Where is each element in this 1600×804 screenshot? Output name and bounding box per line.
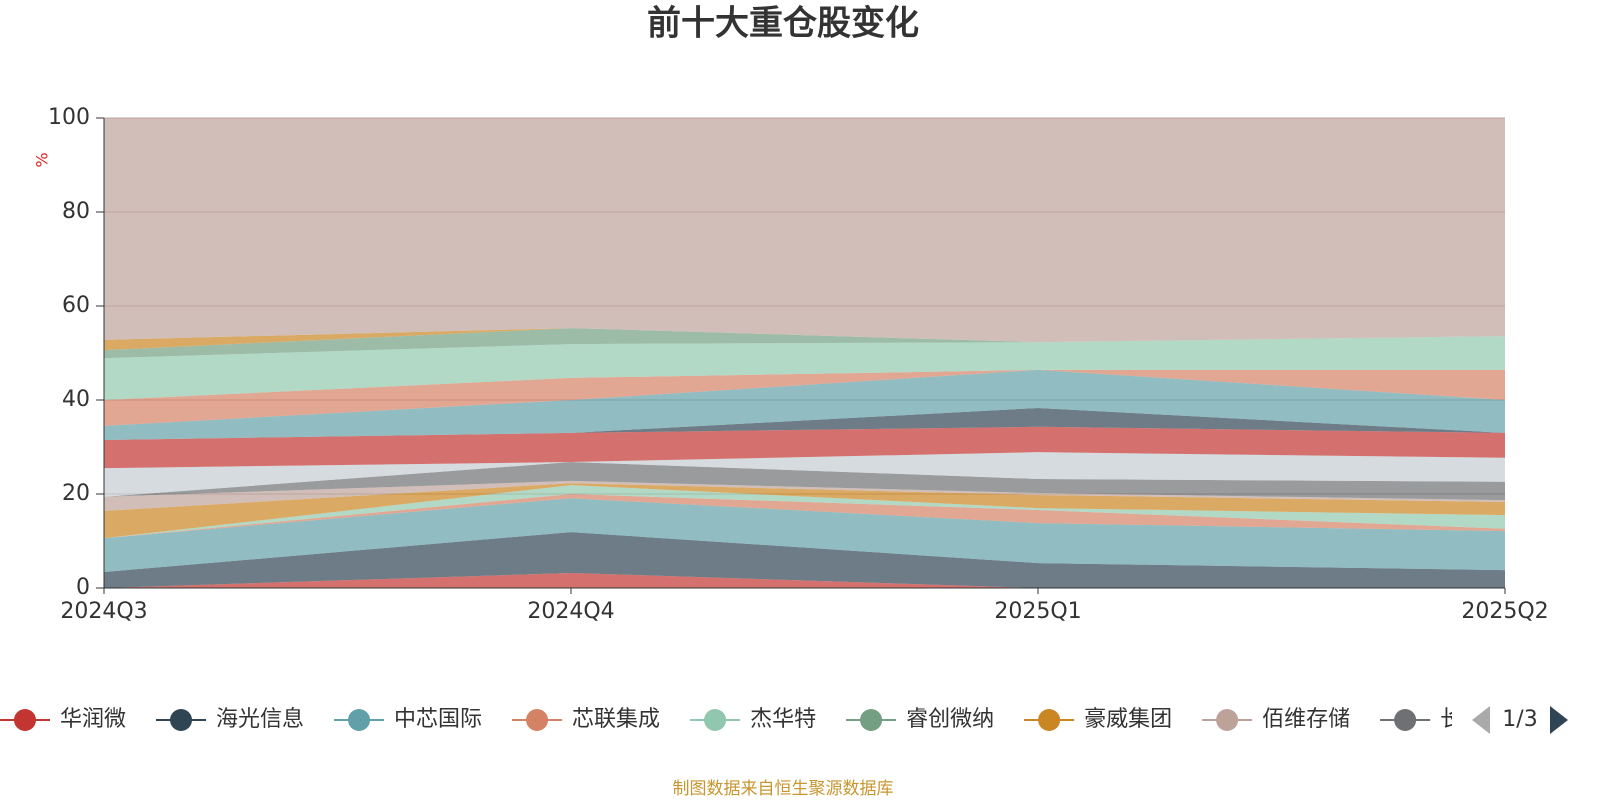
legend-item[interactable]: 佰维存储: [1202, 707, 1350, 732]
area: [104, 369, 1505, 426]
x-tick-label: 2025Q1: [994, 599, 1081, 624]
area: [104, 532, 1505, 588]
legend-marker: [14, 709, 36, 731]
x-tick-label: 2025Q2: [1461, 599, 1548, 624]
legend-marker: [704, 709, 727, 731]
legend-marker: [348, 709, 371, 731]
area: [104, 336, 1505, 400]
legend-item[interactable]: 华润微: [0, 707, 126, 732]
legend-item[interactable]: 长电科技: [1380, 707, 1528, 732]
legend-item[interactable]: 睿创微纳: [846, 707, 994, 732]
legend-item[interactable]: 豪威集团: [1024, 707, 1172, 732]
legend-marker: [1038, 709, 1061, 731]
legend-label: 豪威集团: [1084, 707, 1172, 732]
area: [104, 328, 1505, 359]
legend-item[interactable]: 中芯国际: [334, 707, 482, 732]
legend-page: 1/3: [1502, 707, 1537, 732]
x-tick-label: 2024Q3: [60, 599, 147, 624]
y-tick-label: 80: [62, 199, 90, 224]
legend-marker: [860, 709, 883, 731]
area: [104, 480, 1505, 511]
y-tick-label: 60: [62, 293, 90, 318]
y-tick-label: 0: [76, 575, 90, 600]
legend-marker: [1216, 709, 1239, 731]
legend-label: 海光信息: [216, 707, 304, 732]
legend-label: 华润微: [60, 707, 126, 732]
area: [104, 572, 1505, 588]
y-axis-label: %: [33, 152, 52, 167]
legend-label: 睿创微纳: [906, 707, 994, 732]
legend: 华润微 海光信息 中芯国际 芯联集成 杰华特 睿创微纳 豪威集团 佰维存储 长电科技: [0, 707, 1528, 732]
area: [104, 498, 1505, 573]
legend-marker: [526, 709, 549, 731]
source-note: 制图数据来自恒生聚源数据库: [673, 779, 894, 799]
y-tick-label: 40: [62, 387, 90, 412]
legend-label: 杰华特: [750, 707, 816, 732]
legend-marker: [1394, 709, 1417, 731]
legend-item[interactable]: 海光信息: [156, 707, 304, 732]
legend-item[interactable]: 杰华特: [690, 707, 816, 732]
legend-label: 佰维存储: [1262, 707, 1350, 732]
area: [104, 494, 1505, 539]
x-tick-label: 2024Q4: [527, 599, 614, 624]
y-tick-label: 100: [48, 105, 90, 130]
area: [104, 462, 1505, 501]
area: [104, 118, 1505, 343]
y-tick-label: 20: [62, 481, 90, 506]
area: [104, 483, 1505, 539]
area: [104, 407, 1505, 440]
legend-item[interactable]: 芯联集成: [512, 707, 660, 732]
area: [104, 426, 1505, 469]
chart-title: 前十大重仓股变化: [647, 4, 919, 44]
area: [104, 328, 1505, 351]
legend-next[interactable]: [1550, 706, 1568, 734]
area: [104, 369, 1505, 440]
legend-label: 长电科技: [1440, 707, 1528, 732]
legend-marker: [170, 709, 193, 731]
legend-prev[interactable]: [1472, 706, 1490, 734]
legend-label: 芯联集成: [572, 707, 660, 732]
area: [104, 452, 1505, 497]
legend-label: 中芯国际: [394, 707, 482, 732]
